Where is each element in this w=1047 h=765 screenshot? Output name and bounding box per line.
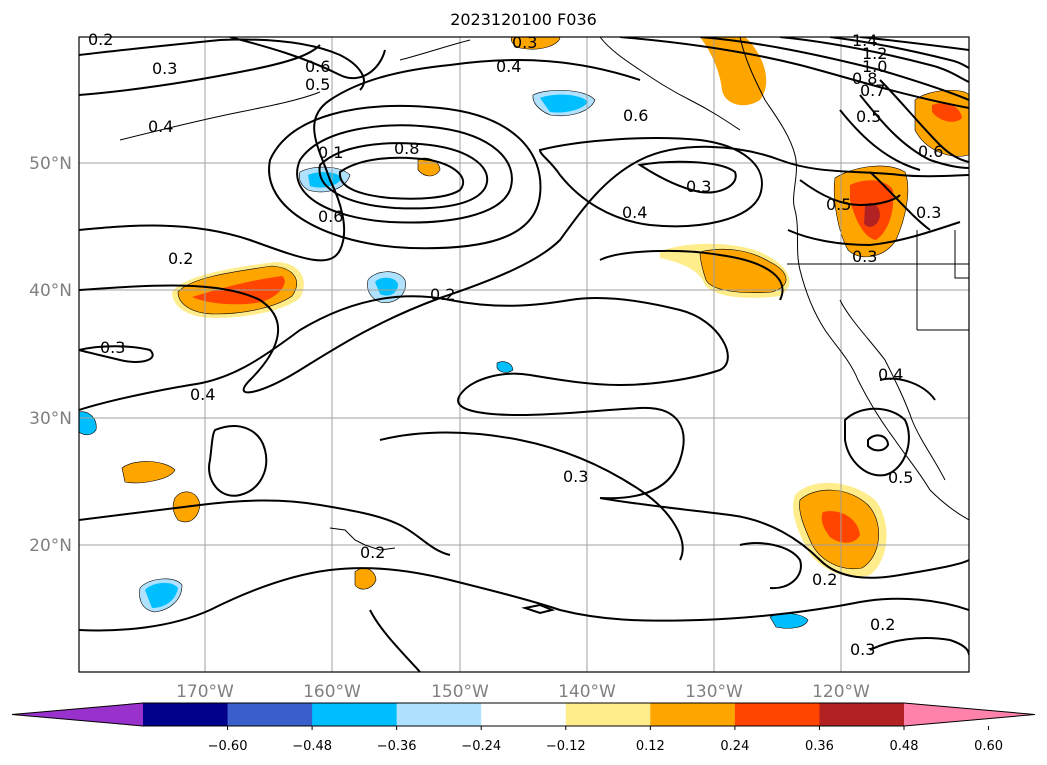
contour-label: 0.7 <box>860 81 885 100</box>
colorbar-tick-label: −0.48 <box>292 739 332 754</box>
colorbar-segment <box>227 703 313 726</box>
contour-label: 0.3 <box>916 203 941 222</box>
contour-label: 0.8 <box>394 139 419 158</box>
colorbar-segment <box>650 703 736 726</box>
lon-label: 150°W <box>431 682 489 702</box>
lon-label: 120°W <box>812 682 870 702</box>
contour-labels: 0.2 0.3 0.6 0.5 0.4 0.3 1.4 1.2 1.0 0.8 … <box>88 30 943 659</box>
contour-label: 0.4 <box>496 57 521 76</box>
contour-label: 0.3 <box>100 338 125 357</box>
contour-label: 0.4 <box>878 365 903 384</box>
contour-label: 0.3 <box>563 467 588 486</box>
coastlines <box>119 37 969 551</box>
contour-label: 0.5 <box>305 75 330 94</box>
lat-labels: 50°N 40°N 30°N 20°N <box>29 154 72 556</box>
lon-label: 130°W <box>685 682 743 702</box>
contour-label: 0.2 <box>88 30 113 49</box>
colorbar-tick-label: 0.60 <box>974 739 1003 754</box>
contour-label: 0.3 <box>850 640 875 659</box>
contour-label: 0.2 <box>168 249 193 268</box>
colorbar-tick-label: 0.12 <box>636 739 665 754</box>
colorbar-tick-label: −0.12 <box>546 739 586 754</box>
lat-label: 50°N <box>29 154 72 174</box>
contour-label: 0.3 <box>512 33 537 52</box>
colorbar-tick-label: −0.60 <box>208 739 248 754</box>
contour-label: 0.4 <box>622 203 647 222</box>
lon-label: 140°W <box>558 682 616 702</box>
contour-label: 0.5 <box>826 195 851 214</box>
colorbar-extend-low <box>12 703 143 726</box>
colorbar-tick-label: −0.36 <box>377 739 417 754</box>
lat-label: 40°N <box>29 281 72 301</box>
plot-title: 2023120100 F036 <box>450 10 597 29</box>
contour-label: 0.6 <box>918 142 943 161</box>
colorbar-segment <box>734 703 820 726</box>
contour-label: 0.4 <box>148 117 173 136</box>
lon-labels: 170°W 160°W 150°W 140°W 130°W 120°W <box>176 682 870 702</box>
contour-label: 0.6 <box>623 106 648 125</box>
colorbar-segment <box>396 703 482 726</box>
colorbar-extend-high <box>904 703 1035 726</box>
contour-label: 0.6 <box>305 57 330 76</box>
colorbar-outline <box>11 702 1036 727</box>
lon-label: 160°W <box>303 682 361 702</box>
contour-label: 0.1 <box>318 143 343 162</box>
colorbar-tick-label: 0.36 <box>805 739 834 754</box>
contour-label: 0.3 <box>686 177 711 196</box>
contour-label: 0.5 <box>856 107 881 126</box>
contour-label: 1.4 <box>852 31 877 50</box>
lat-label: 20°N <box>29 536 72 556</box>
contour-label: 0.2 <box>812 570 837 589</box>
colorbar-segment <box>481 703 567 726</box>
colorbar-segment <box>819 703 905 726</box>
contour-label: 0.2 <box>360 543 385 562</box>
contour-label: 1.0 <box>862 57 887 76</box>
colorbar-tick-label: −0.24 <box>461 739 501 754</box>
map-frame <box>78 36 970 673</box>
lat-label: 30°N <box>29 409 72 429</box>
colorbar: −0.60 −0.48 −0.36 −0.24 −0.12 0.12 0.24 0.36 0.4… <box>11 702 1036 754</box>
contour-label: 0.2 <box>870 615 895 634</box>
colorbar-segment <box>312 703 398 726</box>
colorbar-segment <box>565 703 651 726</box>
lon-label: 170°W <box>176 682 234 702</box>
colorbar-segment <box>143 703 229 726</box>
colorbar-tick-label: 0.48 <box>890 739 919 754</box>
contour-label: 0.6 <box>318 207 343 226</box>
contour-lines <box>79 37 969 672</box>
contour-label: 0.3 <box>152 59 177 78</box>
contour-label: 0.4 <box>190 385 215 404</box>
contour-label: 0.8 <box>852 69 877 88</box>
contour-label: 0.3 <box>852 247 877 266</box>
contour-label: 1.2 <box>862 44 887 63</box>
contour-label: 0.5 <box>888 468 913 487</box>
contour-label: 0.2 <box>430 285 455 304</box>
colorbar-tick-label: 0.24 <box>720 739 749 754</box>
